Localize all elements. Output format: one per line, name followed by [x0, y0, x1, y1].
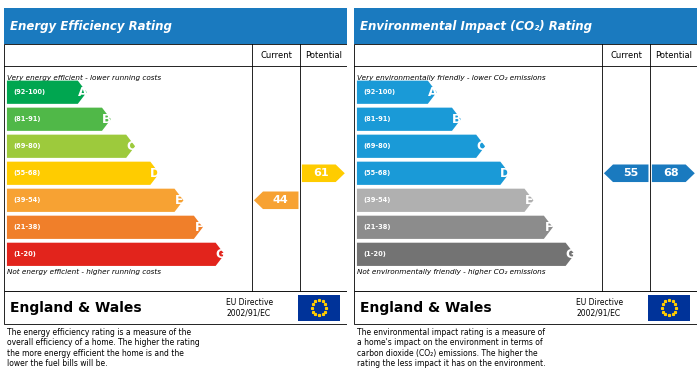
Text: EU Directive
2002/91/EC: EU Directive 2002/91/EC	[577, 298, 624, 317]
Text: Very energy efficient - lower running costs: Very energy efficient - lower running co…	[7, 75, 161, 81]
Text: (21-38): (21-38)	[364, 224, 391, 230]
Bar	[298, 295, 340, 321]
Text: England & Wales: England & Wales	[360, 301, 492, 315]
Text: F: F	[195, 221, 203, 234]
Text: EU Directive
2002/91/EC: EU Directive 2002/91/EC	[227, 298, 274, 317]
Text: Environmental Impact (CO₂) Rating: Environmental Impact (CO₂) Rating	[360, 20, 592, 32]
Polygon shape	[7, 189, 183, 212]
Text: (55-68): (55-68)	[14, 170, 41, 176]
Text: (69-80): (69-80)	[364, 143, 391, 149]
Text: (55-68): (55-68)	[364, 170, 391, 176]
Text: Potential: Potential	[654, 50, 692, 59]
Text: (1-20): (1-20)	[364, 251, 386, 257]
Bar	[354, 8, 696, 44]
Text: Potential: Potential	[304, 50, 342, 59]
Text: G: G	[216, 248, 225, 261]
Text: (39-54): (39-54)	[364, 197, 391, 203]
Bar	[354, 44, 696, 291]
Text: (81-91): (81-91)	[364, 116, 391, 122]
Text: (1-20): (1-20)	[14, 251, 36, 257]
Polygon shape	[302, 165, 345, 182]
Bar	[4, 291, 346, 324]
Polygon shape	[7, 243, 225, 266]
Text: (81-91): (81-91)	[14, 116, 41, 122]
Text: A: A	[428, 86, 438, 99]
Polygon shape	[652, 165, 695, 182]
Polygon shape	[7, 108, 111, 131]
Polygon shape	[357, 81, 437, 104]
Polygon shape	[357, 108, 461, 131]
Text: Not energy efficient - higher running costs: Not energy efficient - higher running co…	[7, 268, 161, 274]
Polygon shape	[604, 165, 648, 182]
Text: D: D	[500, 167, 510, 180]
Text: A: A	[78, 86, 88, 99]
Text: 61: 61	[314, 168, 329, 178]
Polygon shape	[7, 216, 203, 239]
Polygon shape	[357, 216, 553, 239]
Text: F: F	[545, 221, 553, 234]
Text: The environmental impact rating is a measure of
a home's impact on the environme: The environmental impact rating is a mea…	[357, 328, 545, 368]
Polygon shape	[357, 189, 533, 212]
Text: B: B	[102, 113, 111, 126]
Polygon shape	[7, 135, 135, 158]
Bar	[4, 44, 346, 291]
Bar	[354, 291, 696, 324]
Text: Very environmentally friendly - lower CO₂ emissions: Very environmentally friendly - lower CO…	[357, 75, 545, 81]
Text: England & Wales: England & Wales	[10, 301, 142, 315]
Text: C: C	[127, 140, 136, 153]
Text: Energy Efficiency Rating: Energy Efficiency Rating	[10, 20, 172, 32]
Text: Current: Current	[260, 50, 292, 59]
Text: 55: 55	[623, 168, 638, 178]
Text: 68: 68	[664, 168, 679, 178]
Text: B: B	[452, 113, 461, 126]
Polygon shape	[7, 161, 160, 185]
Polygon shape	[357, 161, 510, 185]
Bar	[648, 295, 690, 321]
Text: (69-80): (69-80)	[14, 143, 41, 149]
Text: (92-100): (92-100)	[14, 89, 46, 95]
Text: (39-54): (39-54)	[14, 197, 41, 203]
Text: The energy efficiency rating is a measure of the
overall efficiency of a home. T: The energy efficiency rating is a measur…	[7, 328, 199, 368]
Polygon shape	[7, 81, 87, 104]
Text: (92-100): (92-100)	[364, 89, 396, 95]
Text: G: G	[566, 248, 575, 261]
Text: Not environmentally friendly - higher CO₂ emissions: Not environmentally friendly - higher CO…	[357, 268, 545, 274]
Text: E: E	[175, 194, 183, 207]
Text: (21-38): (21-38)	[14, 224, 41, 230]
Text: C: C	[477, 140, 486, 153]
Polygon shape	[357, 243, 575, 266]
Text: D: D	[150, 167, 160, 180]
Text: Current: Current	[610, 50, 642, 59]
Polygon shape	[357, 135, 485, 158]
Bar	[4, 8, 346, 44]
Text: E: E	[525, 194, 533, 207]
Text: 44: 44	[273, 195, 288, 205]
Polygon shape	[254, 192, 298, 209]
